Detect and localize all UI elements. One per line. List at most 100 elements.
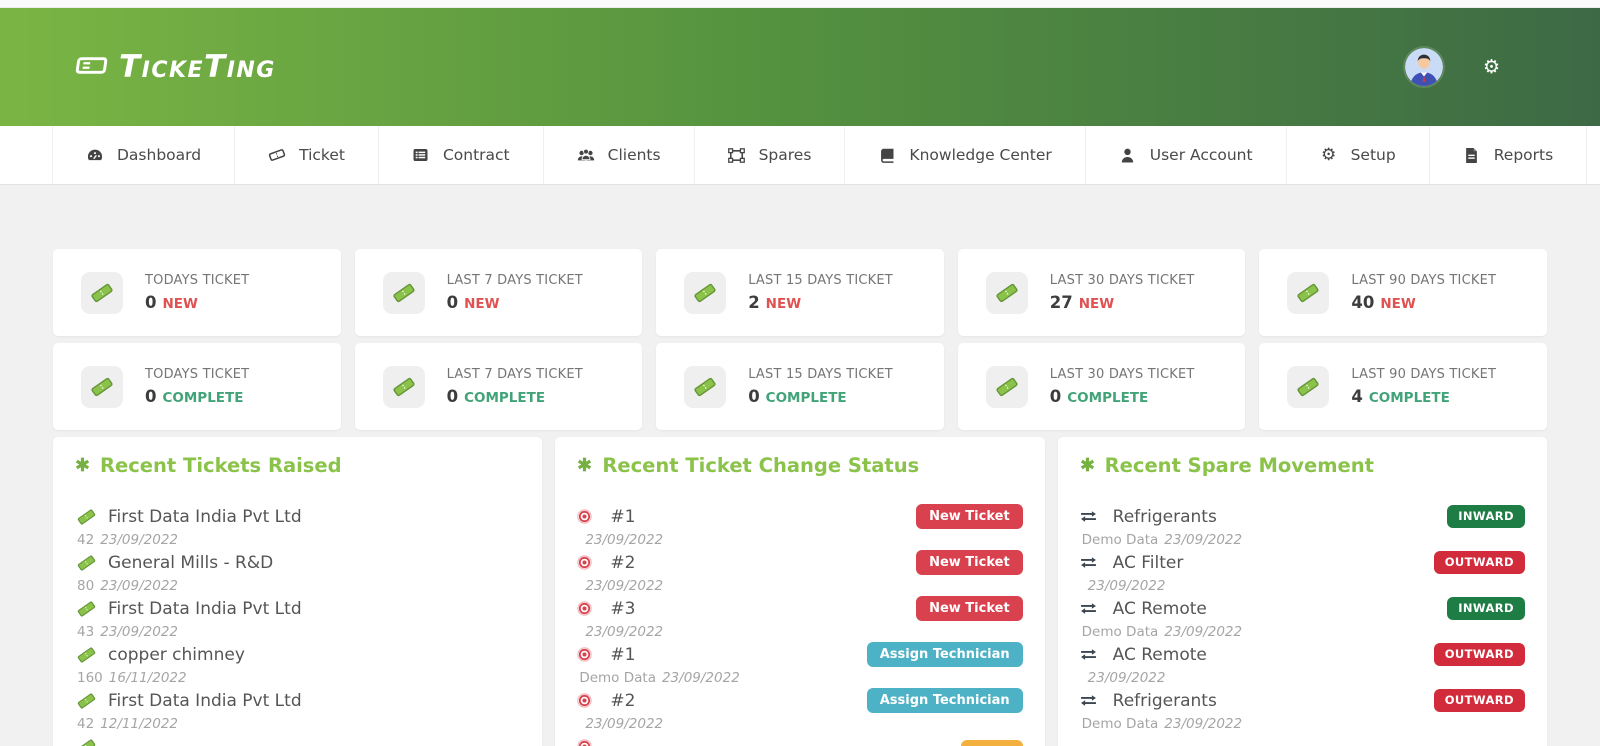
list-item bbox=[75, 734, 520, 746]
ticket-green-icon bbox=[985, 271, 1028, 314]
spare-name[interactable]: AC Filter bbox=[1112, 552, 1184, 573]
asterisk-icon bbox=[75, 454, 90, 477]
status-badge: New Ticket bbox=[916, 550, 1023, 575]
ticket-date: 23/09/2022 bbox=[100, 623, 178, 640]
stat-status: NEW bbox=[1078, 296, 1115, 312]
ticket-id[interactable]: #1 bbox=[610, 506, 636, 527]
user-account-icon bbox=[1119, 148, 1137, 163]
spare-name[interactable]: Refrigerants bbox=[1112, 506, 1217, 527]
stat-title: LAST 7 DAYS TICKET bbox=[446, 273, 583, 288]
nav-item-knowledge-center[interactable]: Knowledge Center bbox=[844, 126, 1084, 184]
stat-status: COMPLETE bbox=[765, 390, 847, 406]
nav-item-user-account[interactable]: User Account bbox=[1084, 126, 1286, 184]
assign-technician-button[interactable]: Assign Technician bbox=[866, 688, 1023, 713]
nav-label: Setup bbox=[1350, 146, 1396, 164]
panel-recent-tickets-raised: Recent Tickets Raised First Data India P… bbox=[53, 437, 543, 746]
user-avatar[interactable] bbox=[1404, 48, 1443, 86]
nav-item-setup[interactable]: ⚙ Setup bbox=[1285, 126, 1429, 184]
nav-item-spares[interactable]: Spares bbox=[693, 126, 845, 184]
list-item: #1 Assign Technician Demo Data 23/09/2022 bbox=[577, 642, 1023, 688]
panel-recent-ticket-change-status: Recent Ticket Change Status #1 New Ticket… bbox=[555, 437, 1045, 746]
client-name[interactable]: General Mills - R&D bbox=[108, 552, 274, 573]
nav-item-reports[interactable]: Reports bbox=[1428, 126, 1588, 184]
list-item: First Data India Pvt Ltd 43 23/09/2022 bbox=[75, 596, 520, 642]
list-item: Refrigerants OUTWARD Demo Data 23/09/2022 bbox=[1080, 688, 1525, 734]
nav-label: Spares bbox=[758, 146, 812, 164]
spare-name[interactable]: AC Remote bbox=[1112, 644, 1207, 665]
stat-value: 0 bbox=[1049, 387, 1062, 406]
list-item: #2 Assign Technician 23/09/2022 bbox=[577, 688, 1023, 734]
ticket-logo-icon bbox=[75, 54, 109, 81]
client-name[interactable]: First Data India Pvt Ltd bbox=[108, 598, 302, 619]
spare-date: 23/09/2022 bbox=[1164, 623, 1243, 640]
ticket-date: 12/11/2022 bbox=[100, 715, 178, 732]
stats-row-complete: TODAYS TICKET 0 COMPLETE LAST 7 DAYS TICKE… bbox=[53, 343, 1547, 430]
app-logo[interactable]: TickeTing bbox=[75, 49, 276, 85]
nav-item-ticket[interactable]: Ticket bbox=[234, 126, 378, 184]
ticket-green-icon bbox=[81, 271, 123, 314]
spare-name[interactable]: Refrigerants bbox=[1112, 690, 1217, 711]
app-header: TickeTing ⚙ bbox=[0, 8, 1600, 126]
ticket-id[interactable]: #3 bbox=[610, 598, 636, 619]
list-item: First Data India Pvt Ltd 42 23/09/2022 bbox=[75, 504, 520, 550]
client-name[interactable]: copper chimney bbox=[108, 644, 245, 665]
spare-date: 23/09/2022 bbox=[1164, 715, 1243, 732]
asterisk-icon bbox=[577, 454, 592, 477]
ticket-note: Demo Data bbox=[579, 669, 656, 686]
ticket-date: 23/09/2022 bbox=[585, 623, 664, 640]
ticket-date: 23/09/2022 bbox=[100, 577, 178, 594]
nav-item-contract[interactable]: Contract bbox=[377, 126, 543, 184]
ticket-date: 23/09/2022 bbox=[661, 669, 740, 686]
ticket-id[interactable]: #2 bbox=[610, 552, 636, 573]
movement-badge: OUTWARD bbox=[1433, 689, 1525, 712]
bullseye-icon bbox=[577, 693, 601, 708]
app-title: TickeTing bbox=[119, 49, 276, 85]
stat-value: 40 bbox=[1351, 293, 1375, 312]
list-item: First Data India Pvt Ltd 42 12/11/2022 bbox=[75, 688, 520, 734]
ticket-date: 23/09/2022 bbox=[585, 531, 664, 548]
stat-card: LAST 15 DAYS TICKET 0 COMPLETE bbox=[656, 343, 944, 430]
assign-technician-button[interactable]: Assign Technician bbox=[866, 642, 1023, 667]
dashboard-icon bbox=[86, 148, 104, 163]
exchange-arrows-icon bbox=[1080, 556, 1104, 569]
nav-label: Ticket bbox=[299, 146, 345, 164]
client-name[interactable]: First Data India Pvt Ltd bbox=[108, 690, 302, 711]
nav-label: User Account bbox=[1149, 146, 1253, 164]
nav-item-dashboard[interactable]: Dashboard bbox=[52, 126, 234, 184]
ticket-date: 23/09/2022 bbox=[585, 577, 664, 594]
spare-date: 23/09/2022 bbox=[1087, 577, 1166, 594]
knowledge-center-icon bbox=[878, 148, 896, 163]
clients-icon bbox=[577, 148, 595, 162]
client-name[interactable]: First Data India Pvt Ltd bbox=[108, 506, 302, 527]
stat-status: COMPLETE bbox=[1368, 390, 1450, 406]
nav-label: Knowledge Center bbox=[909, 146, 1052, 164]
stat-card: LAST 90 DAYS TICKET 40 NEW bbox=[1259, 249, 1547, 336]
ticket-id[interactable]: #2 bbox=[610, 690, 636, 711]
panel-title: Recent Ticket Change Status bbox=[602, 454, 920, 477]
spares-icon bbox=[728, 147, 746, 163]
dashboard-content: TODAYS TICKET 0 NEW LAST 7 DAYS TICKET 0 NEW… bbox=[0, 249, 1600, 746]
ticket-green-icon bbox=[382, 271, 425, 314]
bullseye-icon bbox=[577, 739, 601, 746]
stat-status: NEW bbox=[765, 296, 802, 312]
ticket-number: 43 bbox=[77, 623, 95, 640]
ticket-icon bbox=[268, 147, 286, 163]
stat-status: NEW bbox=[162, 296, 198, 312]
panel-title: Recent Tickets Raised bbox=[100, 454, 342, 477]
stat-card: LAST 30 DAYS TICKET 27 NEW bbox=[957, 249, 1246, 336]
stat-card: LAST 30 DAYS TICKET 0 COMPLETE bbox=[957, 343, 1246, 430]
spare-name[interactable]: AC Remote bbox=[1112, 598, 1207, 619]
stat-title: TODAYS TICKET bbox=[145, 367, 250, 382]
ticket-id[interactable]: #1 bbox=[610, 644, 636, 665]
exchange-arrows-icon bbox=[1080, 602, 1104, 615]
stat-title: LAST 15 DAYS TICKET bbox=[748, 273, 893, 288]
nav-item-clients[interactable]: Clients bbox=[542, 126, 694, 184]
stat-title: LAST 30 DAYS TICKET bbox=[1049, 273, 1195, 288]
ticket-number: 42 bbox=[77, 531, 95, 548]
list-item: General Mills - R&D 80 23/09/2022 bbox=[75, 550, 520, 596]
panel-recent-spare-movement: Recent Spare Movement Refrigerants INWARD… bbox=[1057, 437, 1547, 746]
status-badge: New Ticket bbox=[916, 504, 1023, 529]
spare-note: Demo Data bbox=[1081, 715, 1159, 732]
settings-gear-icon[interactable]: ⚙ bbox=[1482, 55, 1500, 78]
ticket-date: 23/09/2022 bbox=[100, 531, 178, 548]
